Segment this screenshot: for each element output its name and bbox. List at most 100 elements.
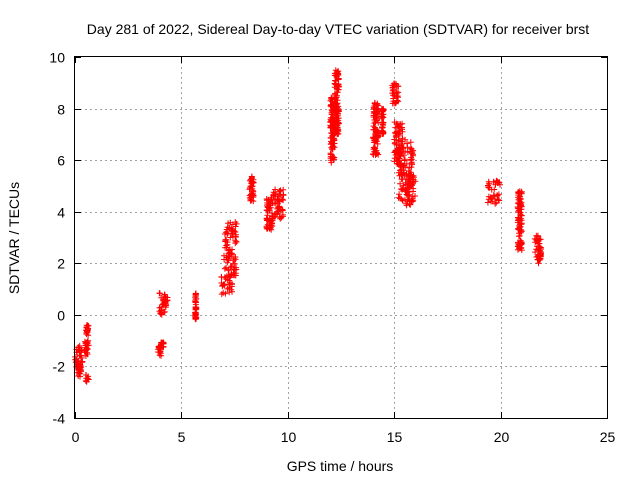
data-point [371,145,378,152]
data-point [249,174,255,181]
data-point [407,139,414,146]
data-point [276,205,283,211]
data-point [335,126,342,133]
data-point [82,344,89,351]
y-tick-label: 6 [57,153,65,169]
data-point [331,144,338,151]
data-point [332,77,339,84]
data-point [484,199,491,206]
data-point [330,135,337,142]
data-point [79,358,86,365]
x-tick-label: 5 [178,429,186,445]
data-point [227,234,234,241]
data-point [396,121,402,128]
data-point [274,210,281,217]
data-point [537,255,544,262]
data-point [156,308,163,315]
data-point [535,260,542,267]
data-point [158,311,165,318]
data-point [371,126,377,133]
data-point [485,196,492,203]
data-point [408,173,415,180]
data-point [84,329,91,336]
data-point [410,151,416,158]
x-tick-label: 20 [494,429,510,445]
data-point [395,137,402,144]
data-point [397,195,404,202]
data-point [272,186,279,193]
data-point [396,146,403,153]
data-point [84,338,91,345]
data-point [396,124,403,131]
data-point [395,98,402,105]
data-point [491,193,498,200]
data-point [276,188,283,195]
data-point [516,230,523,237]
data-point [517,226,524,233]
data-point [532,249,539,256]
data-point [160,343,167,350]
data-point [405,192,412,199]
data-point [232,270,239,277]
data-point [517,200,524,207]
data-point [536,243,543,250]
data-point [396,130,403,137]
chart-title: Day 281 of 2022, Sidereal Day-to-day VTE… [87,21,589,37]
data-point [516,188,523,195]
data-point [334,69,341,76]
data-point [222,275,229,282]
data-point [192,299,199,306]
data-point [403,202,410,209]
data-point [82,372,89,378]
x-tick-labels: 0 5 10 15 20 25 [72,429,616,445]
data-point [328,159,335,166]
data-point [226,253,233,260]
data-point [391,92,398,99]
data-point [495,179,501,186]
data-point [515,196,522,203]
data-point [371,109,378,116]
data-point [404,198,411,205]
data-point [232,223,239,230]
x-tick-label: 15 [387,429,403,445]
data-point [397,162,404,169]
data-point [277,187,284,194]
data-point [370,151,377,158]
data-point [515,225,522,232]
x-tick-label: 25 [600,429,616,445]
data-point [85,376,92,383]
data-point [371,120,378,127]
data-point [396,172,403,179]
data-point [392,147,399,154]
y-tick-label: 0 [57,308,65,324]
y-tick-labels: -4 -2 0 2 4 6 8 10 [49,50,65,427]
plot-frame [74,56,608,419]
data-point [264,204,271,211]
data-point [230,255,237,262]
x-axis-label: GPS time / hours [287,458,394,474]
data-point [398,176,405,183]
data-point [335,120,342,127]
data-point [402,136,409,143]
data-point [395,130,402,137]
data-point [76,361,83,368]
data-point [393,141,400,148]
data-point [332,91,339,98]
data-point [404,140,410,147]
data-point [400,182,407,189]
data-point [229,227,236,234]
data-point [161,301,168,307]
data-point [515,217,522,224]
data-point [375,102,382,109]
data-point [517,237,524,244]
data-point [85,332,92,339]
data-point [407,169,414,176]
data-point [537,244,544,251]
data-point [537,236,544,243]
data-point [401,172,408,179]
data-point [335,83,342,90]
data-point [535,252,542,259]
data-point [83,340,90,347]
data-point [192,304,199,311]
data-point [162,293,169,300]
